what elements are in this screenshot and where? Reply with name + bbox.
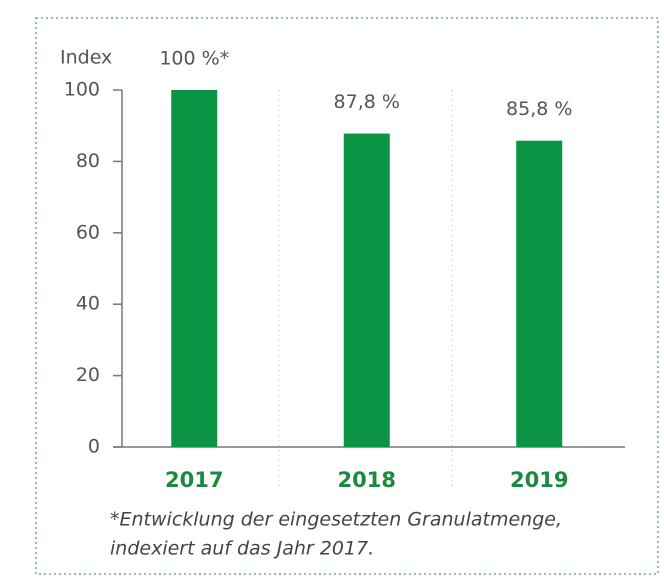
- footnote: indexiert auf das Jahr 2017.: [110, 538, 374, 560]
- y-tick-label: 40: [76, 293, 100, 315]
- value-label: 100 %*: [159, 48, 229, 70]
- y-axis-label: Index: [60, 47, 112, 69]
- y-tick-label: 60: [76, 221, 100, 243]
- value-label: 85,8 %: [506, 98, 572, 120]
- y-tick-label: 0: [88, 436, 100, 458]
- footnote: *Entwicklung der eingesetzten Granulatme…: [110, 509, 562, 531]
- y-tick-label: 80: [76, 150, 100, 172]
- x-tick-label: 2019: [510, 468, 568, 492]
- y-tick-label: 20: [76, 364, 100, 386]
- y-tick-label: 100: [64, 79, 100, 101]
- bar: [343, 133, 390, 447]
- x-tick-label: 2017: [165, 468, 223, 492]
- bar: [171, 90, 218, 447]
- x-tick-label: 2018: [338, 468, 396, 492]
- bar: [516, 140, 563, 447]
- frame: [35, 17, 659, 575]
- value-label: 87,8 %: [334, 91, 400, 113]
